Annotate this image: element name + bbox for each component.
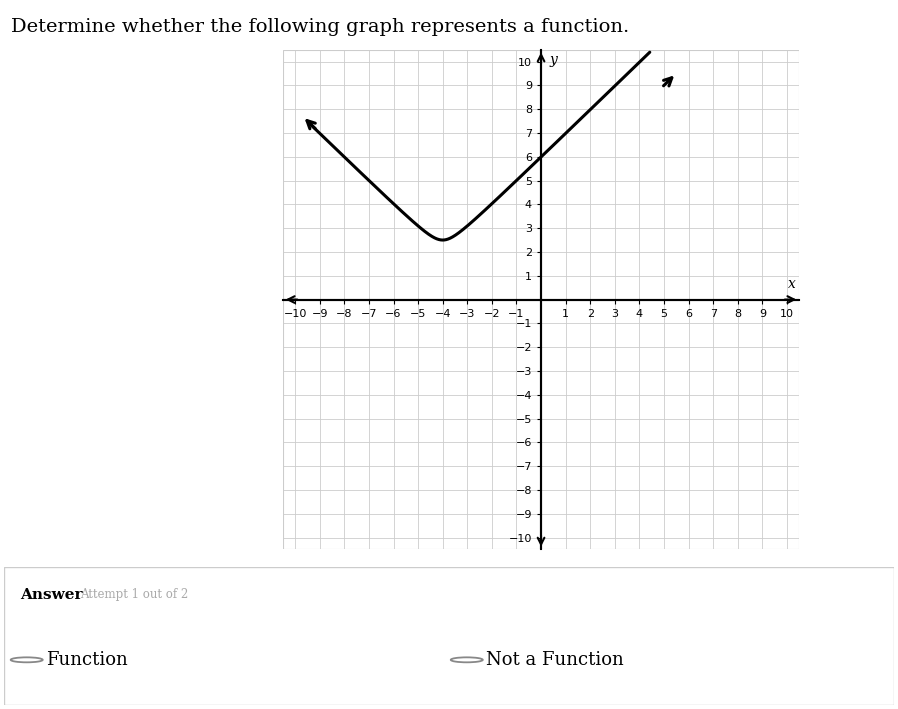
Text: Determine whether the following graph represents a function.: Determine whether the following graph re… xyxy=(11,18,629,35)
Text: x: x xyxy=(788,277,796,291)
Text: Answer: Answer xyxy=(21,588,83,602)
Text: y: y xyxy=(550,53,558,67)
Text: Attempt 1 out of 2: Attempt 1 out of 2 xyxy=(80,588,189,601)
Text: Not a Function: Not a Function xyxy=(487,651,624,669)
Text: Function: Function xyxy=(47,651,128,669)
